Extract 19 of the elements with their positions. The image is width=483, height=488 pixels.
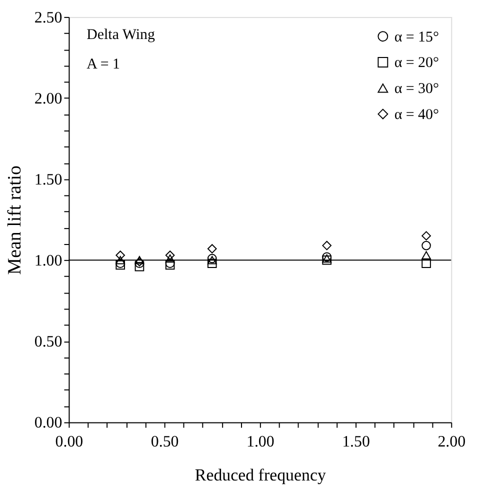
x-tick-label: 1.00 <box>246 434 274 451</box>
y-tick-label: 1.50 <box>34 172 62 189</box>
x-tick-label: 0.00 <box>55 434 84 451</box>
legend-label: α = 30° <box>394 81 439 98</box>
legend-label: α = 15° <box>394 29 439 46</box>
y-tick-label: 1.00 <box>34 252 62 270</box>
annotation: A = 1 <box>86 56 120 73</box>
x-tick-label: 1.50 <box>342 434 370 451</box>
y-tick-label: 0.50 <box>34 334 62 351</box>
legend-label: α = 20° <box>394 55 439 72</box>
legend-label: α = 40° <box>394 107 439 124</box>
annotation: Delta Wing <box>86 26 156 43</box>
y-axis-title: Mean lift ratio <box>4 166 26 275</box>
y-tick-label: 0.00 <box>34 414 62 432</box>
x-tick-label: 0.50 <box>150 434 179 451</box>
y-tick-label: 2.00 <box>34 90 62 108</box>
x-tick-label: 2.00 <box>438 434 466 451</box>
y-tick-label: 2.50 <box>34 9 62 26</box>
x-axis-title: Reduced frequency <box>194 466 326 485</box>
